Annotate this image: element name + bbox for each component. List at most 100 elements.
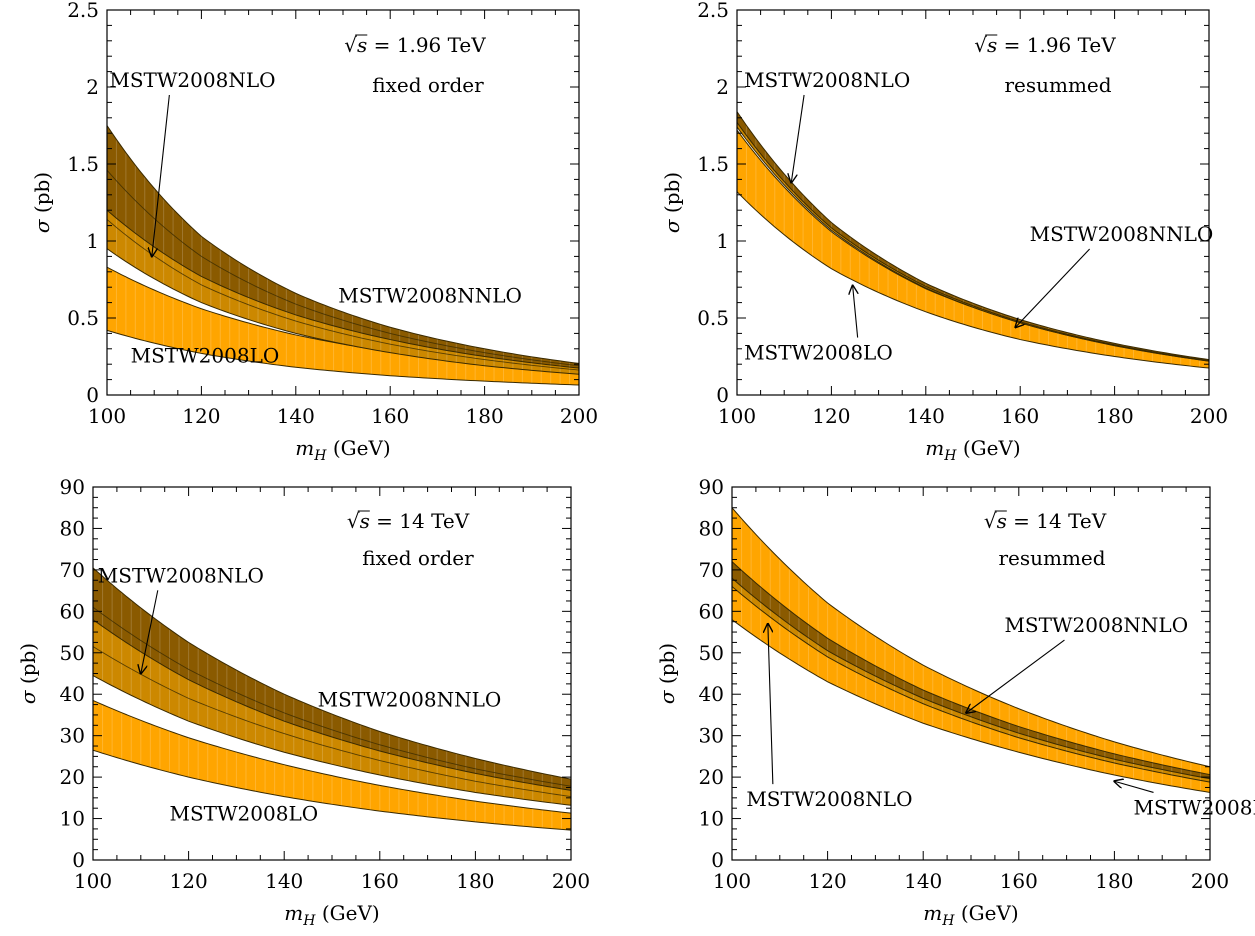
y-tick-label: 60	[60, 599, 85, 623]
band-mstw2008nlo	[93, 615, 571, 806]
y-axis-label: σ (pb)	[655, 643, 679, 704]
band-mstw2008lo	[107, 267, 579, 385]
y-axis: 0 10 20 30 40 50 60 70 80 90	[699, 475, 1210, 872]
series-label-arrow-mstw2008nlo	[141, 590, 159, 673]
band-hatch-mstw2008nnlo	[741, 570, 1201, 778]
y-tick-label: 60	[699, 599, 724, 623]
band-hatch-mstw2008nnlo	[102, 576, 562, 789]
y-tick-label: 90	[60, 475, 85, 499]
y-tick-label: 20	[60, 765, 85, 789]
y-tick-label: 30	[60, 724, 85, 748]
band-central-mstw2008nnlo	[107, 169, 579, 367]
series-label-mstw2008lo: MSTW2008LO	[1134, 795, 1255, 819]
x-axis: 100 120 140 160 180 200	[713, 487, 1229, 893]
band-lower-edge-mstw2008nnlo	[107, 209, 579, 369]
mode-annotation: resummed	[1004, 73, 1111, 97]
band-lower-edge-mstw2008nlo	[737, 126, 1209, 362]
band-mstw2008nnlo	[107, 125, 579, 369]
y-tick-label: 0	[72, 848, 85, 872]
plot-area	[737, 111, 1209, 369]
x-tick-label: 140	[277, 404, 315, 428]
x-tick-label: 160	[371, 404, 409, 428]
x-axis-label: mH (GeV)	[284, 901, 379, 929]
y-tick-label: 2.5	[697, 0, 729, 22]
x-tick-label: 100	[88, 404, 126, 428]
y-tick-label: 1.5	[67, 152, 99, 176]
series-label-arrow-mstw2008lo	[1114, 781, 1154, 793]
y-tick-label: 40	[60, 682, 85, 706]
band-hatch-mstw2008lo	[745, 142, 1201, 368]
y-tick-label: 2	[86, 75, 99, 99]
band-central-mstw2008nlo	[93, 646, 571, 798]
series-label-mstw2008nlo: MSTW2008NLO	[744, 68, 910, 92]
series-label-mstw2008nlo: MSTW2008NLO	[98, 563, 264, 587]
x-axis: 100 120 140 160 180 200	[74, 487, 590, 893]
x-tick-label: 120	[809, 869, 847, 893]
y-tick-label: 2	[716, 75, 729, 99]
x-tick-label: 140	[907, 404, 945, 428]
x-axis-label: mH (GeV)	[925, 436, 1020, 464]
y-tick-label: 2.5	[67, 0, 99, 22]
y-axis: 0 0.5 1 1.5 2 2.5	[67, 0, 579, 407]
y-tick-label: 0.5	[67, 306, 99, 330]
series-label-mstw2008lo: MSTW2008LO	[131, 344, 280, 368]
x-tick-label: 100	[713, 869, 751, 893]
band-lower-edge-mstw2008lo	[93, 749, 571, 831]
chart-panel-top-right: 100 120 140 160 180 200 0 0.5 1 1.5 2 2.5 mH (GeV) σ …	[660, 0, 1228, 464]
y-tick-label: 50	[60, 641, 85, 665]
y-tick-label: 70	[699, 558, 724, 582]
band-mstw2008lo	[737, 130, 1209, 369]
y-axis-label: σ (pb)	[16, 643, 40, 704]
y-tick-label: 70	[60, 558, 85, 582]
x-axis-label: mH (GeV)	[295, 436, 390, 464]
y-tick-label: 10	[699, 807, 724, 831]
mode-annotation: fixed order	[362, 546, 474, 570]
x-tick-label: 180	[1096, 404, 1134, 428]
series-label-mstw2008nnlo: MSTW2008NNLO	[318, 688, 502, 712]
band-lower-edge-mstw2008nlo	[732, 586, 1210, 783]
series-label-arrow-mstw2008nlo	[152, 94, 170, 256]
y-tick-label: 1	[716, 229, 729, 253]
x-axis: 100 120 140 160 180 200	[88, 10, 598, 428]
x-tick-label: 120	[182, 404, 220, 428]
band-lower-edge-mstw2008nnlo	[732, 577, 1210, 780]
mode-annotation: fixed order	[372, 73, 484, 97]
x-tick-label: 120	[812, 404, 850, 428]
x-tick-label: 200	[1191, 869, 1229, 893]
y-tick-label: 80	[60, 516, 85, 540]
y-tick-label: 0.5	[697, 306, 729, 330]
y-tick-label: 10	[60, 807, 85, 831]
series-label-mstw2008nnlo: MSTW2008NNLO	[1004, 613, 1188, 637]
x-tick-label: 180	[1095, 869, 1133, 893]
band-lower-edge-mstw2008lo	[107, 329, 579, 386]
y-tick-label: 80	[699, 516, 724, 540]
y-tick-label: 50	[699, 641, 724, 665]
band-lower-edge-mstw2008lo	[737, 191, 1209, 369]
band-lower-edge-mstw2008nlo	[107, 248, 579, 375]
x-tick-label: 100	[74, 869, 112, 893]
chart-panel-bottom-right: 100 120 140 160 180 200 0 10 20 30 40 50 60 70 80 90 mH …	[655, 475, 1255, 929]
x-axis-label: mH (GeV)	[923, 901, 1018, 929]
x-tick-label: 160	[1000, 869, 1038, 893]
band-upper-edge-mstw2008nnlo	[93, 567, 571, 780]
band-upper-edge-mstw2008nnlo	[107, 125, 579, 364]
band-mstw2008nnlo	[93, 567, 571, 791]
y-tick-label: 1.5	[697, 152, 729, 176]
band-lower-edge-mstw2008nlo	[93, 675, 571, 806]
y-tick-label: 1	[86, 229, 99, 253]
series-label-mstw2008lo: MSTW2008LO	[169, 802, 318, 826]
y-tick-label: 20	[699, 765, 724, 789]
chart-panel-top-left: 100 120 140 160 180 200 0 0.5 1 1.5 2 2.5 mH (GeV) σ …	[30, 0, 598, 464]
series-label-arrow-mstw2008nnlo	[966, 639, 1065, 713]
y-axis-label: σ (pb)	[30, 172, 54, 233]
band-mstw2008lo	[732, 507, 1210, 793]
band-upper-edge-mstw2008lo	[732, 507, 1210, 768]
y-tick-label: 0	[716, 383, 729, 407]
band-lower-edge-mstw2008lo	[732, 619, 1210, 793]
band-upper-edge-mstw2008lo	[93, 699, 571, 814]
plot-area	[732, 507, 1210, 793]
band-mstw2008nlo	[107, 190, 579, 375]
x-axis: 100 120 140 160 180 200	[718, 10, 1228, 428]
series-label-mstw2008nlo: MSTW2008NLO	[746, 787, 912, 811]
